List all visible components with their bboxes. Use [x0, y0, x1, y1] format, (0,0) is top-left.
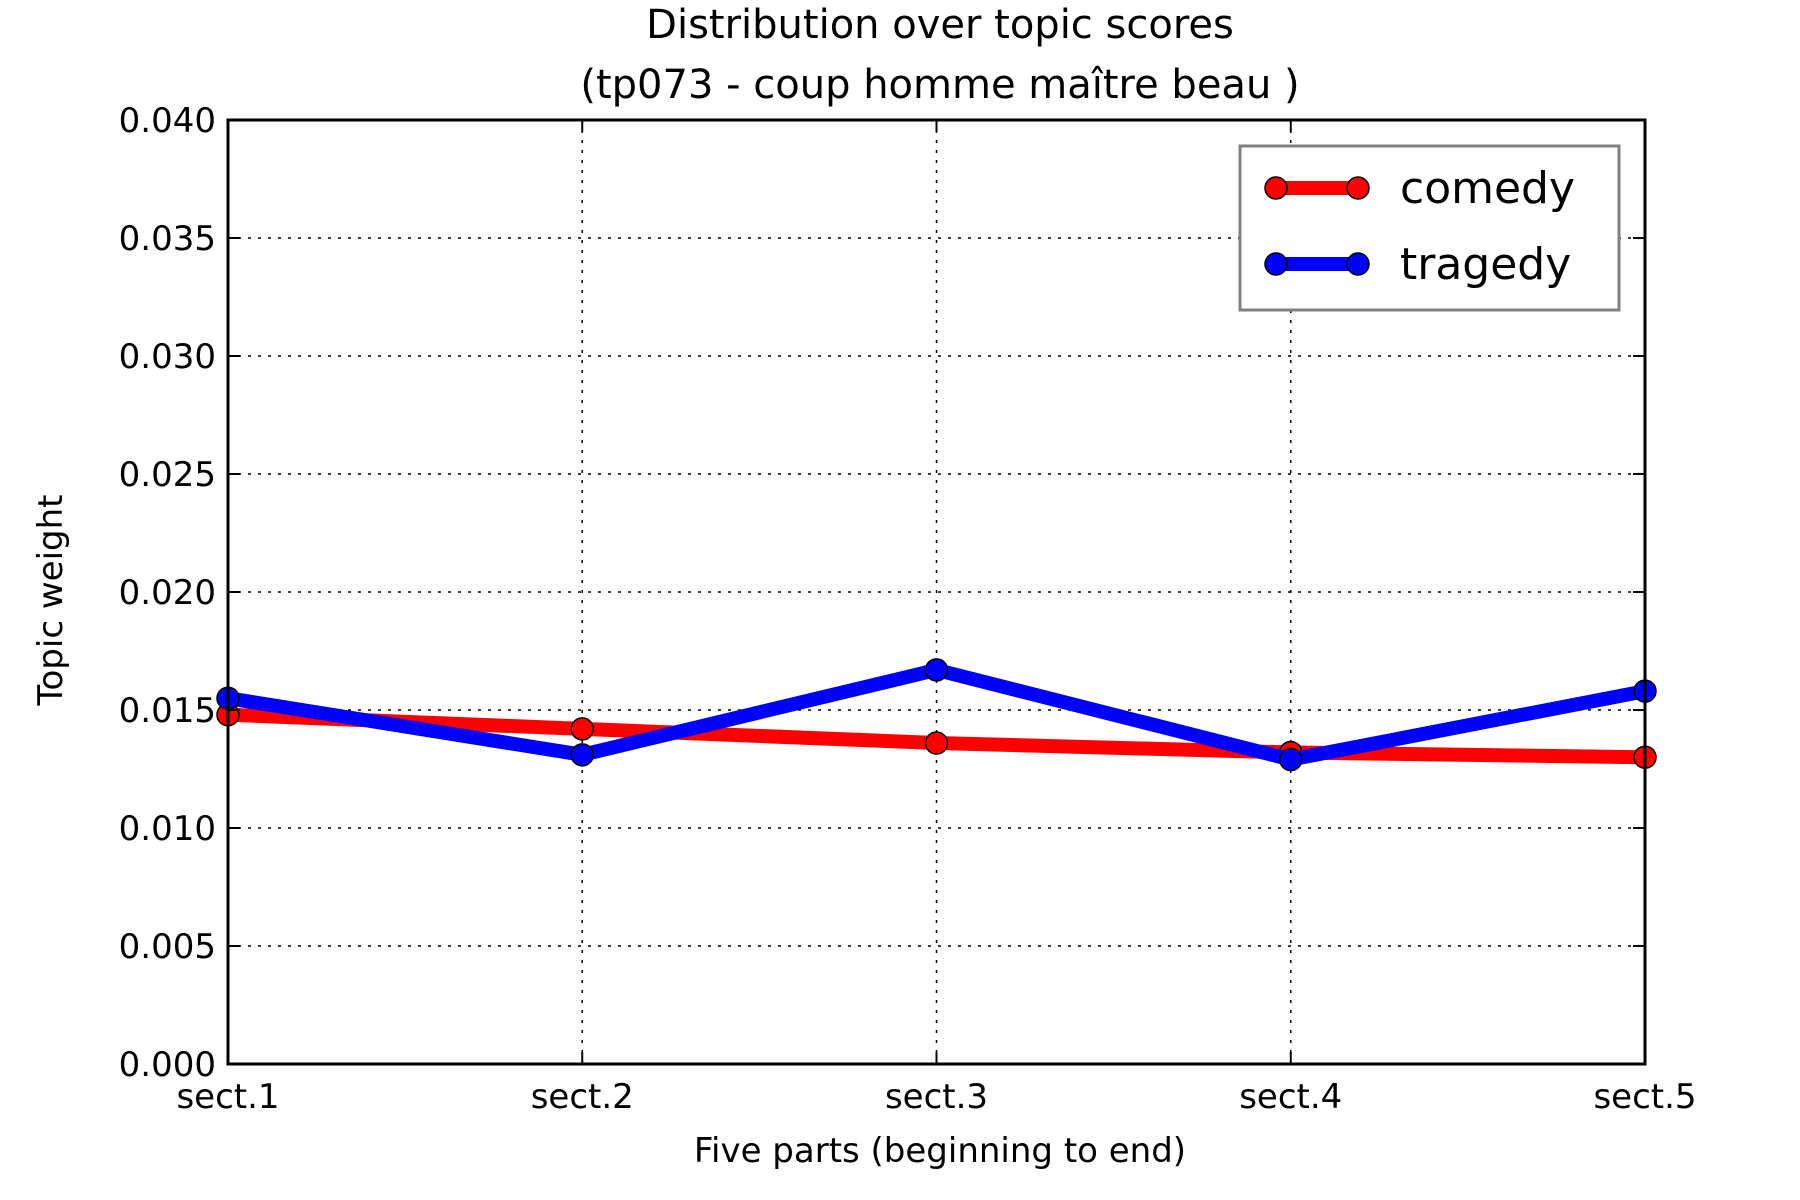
y-tick-label: 0.015	[119, 691, 216, 731]
tragedy-legend-marker	[1346, 252, 1370, 276]
y-tick-label: 0.005	[119, 927, 216, 967]
legend-box	[1238, 144, 1621, 312]
ticks: 0.000 0.005 0.010 0.015 0.020 0.025 0.030 0.035…	[119, 101, 1697, 1117]
tragedy-legend-marker	[1264, 252, 1288, 276]
comedy-legend-marker	[1346, 176, 1370, 200]
comedy-legend-label: comedy	[1400, 163, 1575, 214]
y-tick-label: 0.000	[119, 1045, 216, 1085]
y-tick-label: 0.020	[119, 573, 216, 613]
x-tick-label: sect.4	[1239, 1077, 1342, 1117]
tragedy-point	[1279, 747, 1303, 772]
chart-title: Distribution over topic scores	[646, 2, 1234, 48]
x-tick-label: sect.1	[176, 1077, 279, 1117]
tragedy-legend-label: tragedy	[1400, 239, 1571, 290]
x-tick-label: sect.5	[1593, 1077, 1696, 1117]
y-tick-label: 0.040	[119, 101, 216, 141]
x-tick-label: sect.3	[885, 1077, 988, 1117]
y-tick-label: 0.025	[119, 455, 216, 495]
tragedy-point	[924, 658, 949, 682]
series-layer	[216, 658, 1657, 772]
tragedy-point	[570, 743, 594, 767]
x-axis-label: Five parts (beginning to end)	[694, 1131, 1186, 1171]
y-tick-label: 0.010	[119, 809, 216, 849]
x-tick-label: sect.2	[531, 1077, 634, 1117]
y-tick-label: 0.035	[119, 219, 216, 259]
comedy-point	[570, 717, 594, 741]
chart-subtitle: (tp073 - coup homme maître beau )	[580, 62, 1299, 108]
y-axis-label: Topic weight	[31, 495, 71, 707]
comedy-legend-marker	[1264, 176, 1288, 200]
legend: comedy tragedy	[1238, 144, 1621, 312]
comedy-point	[924, 731, 949, 755]
y-tick-label: 0.030	[119, 337, 216, 377]
